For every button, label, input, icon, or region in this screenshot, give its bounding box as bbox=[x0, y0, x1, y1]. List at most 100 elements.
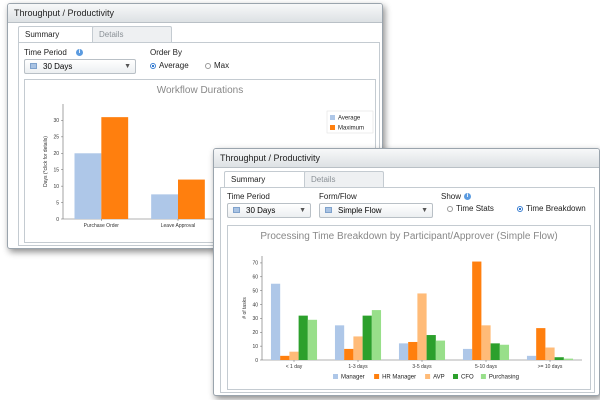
bar-manager-1-day bbox=[270, 283, 281, 360]
legend-label-avp: AVP bbox=[433, 375, 445, 381]
bar-purchasing-1-day bbox=[307, 319, 318, 360]
bar-cfo-1-3-days bbox=[362, 315, 372, 360]
chart-title: Workflow Durations bbox=[156, 85, 244, 96]
legend-label-average: Average bbox=[338, 116, 361, 122]
front-window: Throughput / Productivity Summary Detail… bbox=[213, 148, 600, 396]
legend-label-cfo: CFO bbox=[461, 375, 474, 381]
x-tick-label: 1-3 days bbox=[348, 364, 368, 370]
bar-cfo-5-10-days bbox=[490, 343, 500, 360]
y-axis-label: # of tasks bbox=[242, 297, 248, 319]
bar-purchasing-10-days bbox=[563, 358, 574, 360]
legend-label-purchasing: Purchasing bbox=[489, 375, 519, 381]
time-period-label: Time Period bbox=[227, 192, 270, 201]
bar-manager-1-3-days bbox=[334, 325, 345, 360]
bar-hr-manager-1-3-days bbox=[344, 348, 354, 360]
legend-swatch-maximum bbox=[330, 125, 335, 130]
y-tick-label: 70 bbox=[252, 261, 258, 267]
legend-swatch-average bbox=[330, 115, 335, 120]
y-tick-label: 10 bbox=[252, 344, 258, 350]
legend-box bbox=[326, 110, 374, 134]
x-tick-label: 5-10 days bbox=[475, 364, 497, 370]
radio-time-breakdown[interactable] bbox=[517, 206, 523, 212]
bar-manager-3-5-days bbox=[398, 343, 409, 360]
flow-icon bbox=[325, 207, 332, 213]
legend-label-maximum: Maximum bbox=[338, 126, 364, 132]
tab-summary[interactable]: Summary bbox=[18, 26, 94, 43]
tab-summary[interactable]: Summary bbox=[224, 171, 306, 188]
bar-avp-1-3-days bbox=[353, 336, 363, 360]
radio-average-label[interactable]: Average bbox=[159, 61, 189, 70]
bar-avp-1-day bbox=[289, 351, 299, 360]
y-tick-label: 5 bbox=[56, 200, 59, 206]
time-period-select[interactable]: 30 Days ▼ bbox=[227, 203, 311, 218]
y-tick-label: 60 bbox=[252, 275, 258, 281]
bar-cfo-10-days bbox=[554, 357, 564, 360]
y-tick-label: 50 bbox=[252, 288, 258, 294]
bar-hr-manager-10-days bbox=[536, 328, 546, 360]
bar-cfo-3-5-days bbox=[426, 335, 436, 360]
chart-panel: Processing Time Breakdown by Participant… bbox=[227, 225, 591, 390]
time-period-select[interactable]: 30 Days ▼ bbox=[24, 59, 136, 74]
bar-avp-5-10-days bbox=[481, 325, 491, 360]
chevron-down-icon: ▼ bbox=[299, 207, 306, 214]
bar-hr-manager-3-5-days bbox=[408, 341, 418, 360]
y-tick-label: 25 bbox=[53, 135, 59, 141]
legend-swatch-purchasing bbox=[480, 374, 486, 379]
radio-time-breakdown-label[interactable]: Time Breakdown bbox=[526, 204, 586, 213]
y-tick-label: 0 bbox=[255, 358, 258, 364]
processing-breakdown-chart[interactable]: 0 10 20 30 40 50 60 70 # of tasks < 1 day 1-3 days… bbox=[228, 226, 590, 389]
info-icon[interactable]: i bbox=[464, 193, 471, 200]
y-tick-label: 20 bbox=[53, 151, 59, 157]
form-flow-select[interactable]: Simple Flow ▼ bbox=[319, 203, 433, 218]
y-tick-label: 20 bbox=[252, 330, 258, 336]
legend-label-hr-manager: HR Manager bbox=[382, 375, 416, 381]
order-by-label: Order By bbox=[150, 48, 183, 57]
radio-max-label[interactable]: Max bbox=[214, 61, 230, 70]
bar-avp-10-days bbox=[545, 347, 555, 360]
y-tick-label: 15 bbox=[53, 168, 59, 174]
bar-hr-manager-1-day bbox=[280, 355, 290, 360]
radio-average[interactable] bbox=[150, 63, 156, 69]
bar-maximum-leave-approval bbox=[178, 179, 205, 219]
legend-label-manager: Manager bbox=[341, 375, 365, 381]
bar-manager-10-days bbox=[526, 355, 537, 360]
y-tick-label: 40 bbox=[252, 302, 258, 308]
bar-avp-3-5-days bbox=[417, 293, 427, 360]
legend-swatch-cfo bbox=[453, 374, 458, 379]
tab-details[interactable]: Details bbox=[304, 171, 384, 187]
x-tick-label: Purchase Order bbox=[84, 223, 120, 229]
legend-swatch-hr-manager bbox=[374, 374, 380, 379]
window-title: Throughput / Productivity bbox=[214, 149, 599, 168]
legend-swatch-avp bbox=[425, 374, 431, 379]
bar-purchasing-3-5-days bbox=[435, 340, 446, 360]
window-title: Throughput / Productivity bbox=[8, 4, 382, 23]
bar-manager-5-10-days bbox=[462, 348, 473, 360]
radio-time-stats-label[interactable]: Time Stats bbox=[456, 204, 494, 213]
chart-title: Processing Time Breakdown by Participant… bbox=[260, 231, 558, 242]
y-axis-label: Days (*click for details) bbox=[43, 136, 49, 187]
y-tick-label: 10 bbox=[53, 184, 59, 190]
form-flow-label: Form/Flow bbox=[319, 192, 357, 201]
chevron-down-icon: ▼ bbox=[124, 63, 131, 70]
y-tick-label: 30 bbox=[53, 118, 59, 124]
x-tick-label: 3-5 days bbox=[412, 364, 432, 370]
bar-purchasing-1-3-days bbox=[371, 310, 382, 360]
radio-time-stats[interactable] bbox=[447, 206, 453, 212]
radio-max[interactable] bbox=[205, 63, 211, 69]
bar-average-purchase-order bbox=[74, 153, 102, 219]
y-tick-label: 0 bbox=[56, 217, 59, 223]
show-label: Show bbox=[441, 192, 462, 201]
summary-panel: Time Period 30 Days ▼ Form/Flow Simple F… bbox=[220, 187, 595, 393]
calendar-icon bbox=[30, 63, 37, 69]
info-icon[interactable]: i bbox=[76, 49, 83, 56]
x-tick-label: < 1 day bbox=[286, 364, 303, 370]
y-tick-label: 30 bbox=[252, 316, 258, 322]
time-period-label: Time Period bbox=[24, 48, 67, 57]
chevron-down-icon: ▼ bbox=[421, 207, 428, 214]
calendar-icon bbox=[233, 207, 240, 213]
legend-swatch-manager bbox=[333, 374, 338, 379]
x-tick-label: Leave Approval bbox=[161, 223, 195, 229]
tab-details[interactable]: Details bbox=[92, 26, 172, 42]
x-tick-label: >= 10 days bbox=[538, 364, 563, 370]
bar-cfo-1-day bbox=[298, 315, 308, 360]
